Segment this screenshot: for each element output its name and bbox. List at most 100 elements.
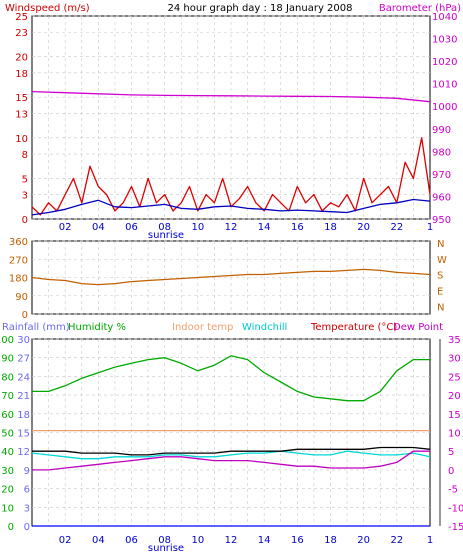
temp-x-tick-label: 12: [225, 535, 238, 546]
barometer-tick-label: 990: [432, 125, 451, 136]
legend-windchill: Windchill: [242, 322, 287, 333]
wind-axis-ticks: 2523201815131085301040103010201010100099…: [15, 12, 457, 233]
temperature-tick-label: 10: [448, 429, 461, 440]
rainfall-tick-label: 21: [17, 391, 30, 402]
temperature-tick-label: 25: [448, 372, 461, 383]
temperature-tick-label: 30: [448, 354, 461, 365]
compass-label: S: [437, 271, 443, 282]
temperature-tick-label: 35: [448, 335, 461, 346]
windspeed-tick-label: 15: [15, 93, 28, 104]
legend-temperature: Temperature (°C): [310, 322, 397, 333]
barometer-tick-label: 1040: [432, 12, 457, 23]
humidity-tick-label: 30: [1, 466, 14, 477]
temp-x-tick-label: 02: [59, 535, 72, 546]
wind-x-tick-label: 1: [427, 222, 433, 233]
temperature-tick-label: 0: [448, 466, 454, 477]
humidity-tick-label: 60: [1, 410, 14, 421]
rainfall-tick-label: 9: [24, 466, 30, 477]
wind-x-tick-label: 22: [390, 222, 403, 233]
temperature-line: [32, 446, 431, 456]
chart-title: 24 hour graph day : 18 January 2008: [168, 3, 353, 14]
windspeed-tick-label: 18: [15, 69, 28, 80]
temperature-axis-ticks: 35302520151050-5-10-15100908070605040302…: [0, 335, 463, 546]
average-wind-line: [31, 198, 431, 216]
sunrise-label-top: sunrise: [148, 230, 184, 241]
rainfall-tick-label: 0: [24, 522, 30, 533]
windspeed-tick-label: 20: [15, 53, 28, 64]
legend-humidity: Humidity %: [68, 322, 126, 333]
direction-series: [31, 268, 431, 286]
rainfall-tick-label: 18: [17, 410, 30, 421]
barometer-tick-label: 1000: [432, 102, 457, 113]
temperature-tick-label: 20: [448, 391, 461, 402]
humidity-tick-label: 0: [8, 522, 14, 533]
rainfall-tick-label: 3: [24, 503, 30, 514]
temp-x-tick-label: 06: [125, 535, 138, 546]
wind-x-tick-label: 08: [158, 222, 171, 233]
barometer-axis-label: Barometer (hPa): [379, 3, 461, 14]
legend-rainfall: Rainfall (mm): [2, 322, 70, 333]
humidity-tick-label: 10: [1, 503, 14, 514]
windspeed-tick-label: 25: [15, 12, 28, 23]
windspeed-tick-label: 23: [15, 28, 28, 39]
compass-label: N: [437, 302, 444, 313]
direction-tick-label: 270: [9, 255, 28, 266]
temp-x-tick-label: 14: [258, 535, 271, 546]
humidity-tick-label: 80: [1, 372, 14, 383]
humidity-tick-label: 100: [0, 335, 14, 346]
rainfall-tick-label: 27: [17, 354, 30, 365]
humidity-tick-label: 50: [1, 429, 14, 440]
windspeed-tick-label: 8: [22, 150, 28, 161]
barometer-tick-label: 970: [432, 170, 451, 181]
windspeed-tick-label: 13: [15, 109, 28, 120]
dew-point-line: [32, 450, 430, 471]
legend-dew-point: Dew Point: [393, 322, 443, 333]
temperature-grid: [32, 338, 430, 527]
temperature-tick-label: -15: [448, 522, 463, 533]
temp-x-tick-label: 16: [291, 535, 304, 546]
direction-tick-label: 90: [15, 292, 28, 303]
barometer-tick-label: 960: [432, 192, 451, 203]
temp-x-tick-label: 10: [191, 535, 204, 546]
wind-x-tick-label: 10: [191, 222, 204, 233]
temp-x-tick-label: 1: [427, 535, 433, 546]
compass-label: W: [437, 255, 447, 266]
barometer-tick-label: 1030: [432, 35, 457, 46]
direction-tick-label: 0: [22, 310, 28, 321]
temp-x-tick-label: 22: [390, 535, 403, 546]
barometer-tick-label: 950: [432, 215, 451, 226]
temp-x-tick-label: 18: [324, 535, 337, 546]
temperature-tick-label: -5: [448, 485, 458, 496]
windspeed-tick-label: 3: [22, 191, 28, 202]
temperature-tick-label: 5: [448, 447, 454, 458]
legend-indoor-temp: Indoor temp: [172, 322, 233, 333]
barometer-line: [31, 90, 431, 103]
temp-x-tick-label: 20: [357, 535, 370, 546]
windspeed-line: [31, 137, 431, 216]
compass-label: N: [437, 239, 444, 250]
direction-grid: [32, 240, 430, 315]
wind-x-tick-label: 14: [258, 222, 271, 233]
humidity-tick-label: 90: [1, 354, 14, 365]
barometer-tick-label: 980: [432, 147, 451, 158]
windchill-line: [31, 450, 431, 460]
direction-tick-label: 180: [9, 274, 28, 285]
barometer-tick-label: 1020: [432, 57, 457, 68]
temperature-panel: Rainfall (mm) Humidity % Indoor temp Win…: [0, 322, 463, 554]
temperature-tick-label: 15: [448, 410, 461, 421]
wind-x-tick-label: 20: [357, 222, 370, 233]
wind-x-tick-label: 06: [125, 222, 138, 233]
rainfall-tick-label: 24: [17, 372, 30, 383]
rainfall-tick-label: 6: [24, 485, 30, 496]
wind-x-tick-label: 04: [92, 222, 105, 233]
temperature-series: [31, 355, 431, 527]
compass-label: E: [437, 287, 443, 298]
barometer-tick-label: 1010: [432, 80, 457, 91]
wind-direction-line: [31, 268, 431, 286]
humidity-tick-label: 40: [1, 447, 14, 458]
humidity-tick-label: 70: [1, 391, 14, 402]
direction-tick-label: 360: [9, 237, 28, 248]
